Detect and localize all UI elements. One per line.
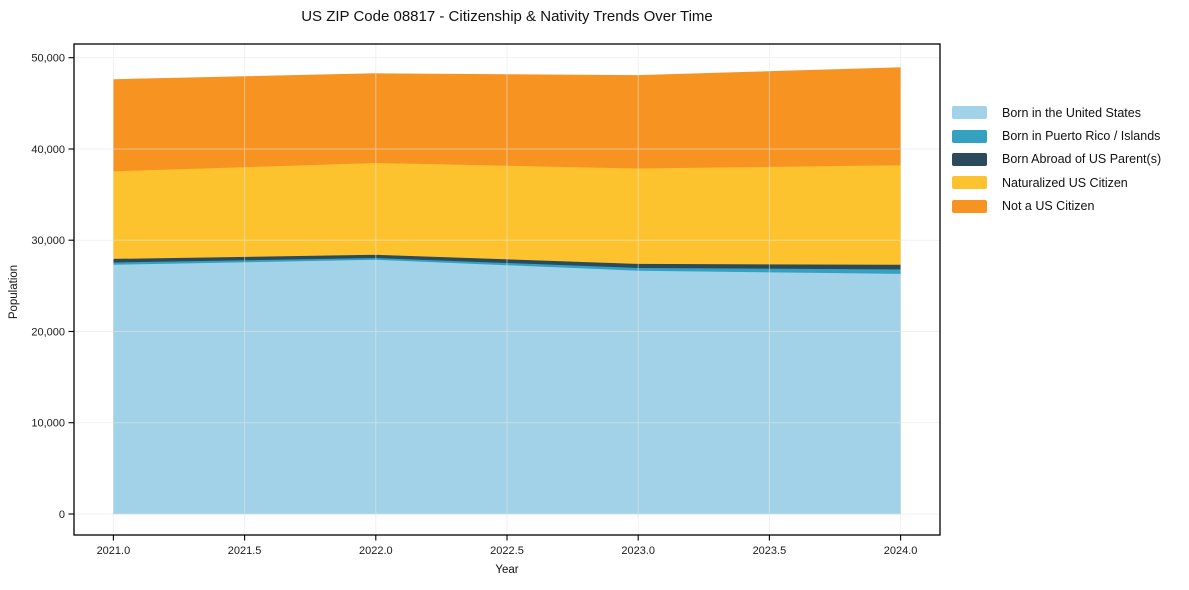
- y-axis-label: Population: [8, 264, 20, 320]
- gridlines: [74, 44, 940, 535]
- y-tick-label: 10,000: [31, 418, 65, 430]
- x-tick-label: 2022.0: [359, 545, 393, 557]
- x-tick-label: 2023.0: [621, 545, 655, 557]
- x-tick-label: 2021.5: [228, 545, 262, 557]
- x-axis-label: Year: [495, 564, 519, 576]
- legend-item-4: Not a US Citizen: [952, 195, 1161, 218]
- y-tick-label: 30,000: [31, 235, 65, 247]
- y-tick-label: 40,000: [31, 144, 65, 156]
- tick-labels: 0 10,000 20,000 30,000 40,000 50,000 2021.0 202…: [31, 53, 917, 558]
- legend-item-0: Born in the United States: [952, 101, 1161, 124]
- legend-swatch: [952, 152, 987, 166]
- legend-label: Born in the United States: [1002, 105, 1141, 120]
- legend-label: Naturalized US Citizen: [1002, 175, 1128, 190]
- y-tick-label: 50,000: [31, 53, 65, 65]
- x-tick-label: 2021.0: [97, 545, 131, 557]
- legend-label: Born Abroad of US Parent(s): [1002, 152, 1162, 167]
- legend-swatch: [952, 129, 987, 143]
- y-tick-label: 0: [59, 509, 65, 521]
- legend: Born in the United States Born in Puerto …: [952, 101, 1161, 218]
- legend-swatch: [952, 106, 987, 120]
- legend-label: Not a US Citizen: [1002, 199, 1095, 214]
- tick-marks: [68, 57, 902, 541]
- x-tick-label: 2022.5: [490, 545, 524, 557]
- legend-item-1: Born in Puerto Rico / Islands: [952, 124, 1161, 147]
- x-tick-label: 2023.5: [753, 545, 787, 557]
- y-tick-label: 20,000: [31, 326, 65, 338]
- chart-title: US ZIP Code 08817 - Citizenship & Nativi…: [301, 8, 713, 25]
- legend-label: Born in Puerto Rico / Islands: [1002, 129, 1161, 144]
- legend-item-3: Naturalized US Citizen: [952, 171, 1161, 194]
- legend-swatch: [952, 199, 987, 213]
- legend-item-2: Born Abroad of US Parent(s): [952, 148, 1161, 171]
- legend-swatch: [952, 176, 987, 190]
- x-tick-label: 2024.0: [884, 545, 918, 557]
